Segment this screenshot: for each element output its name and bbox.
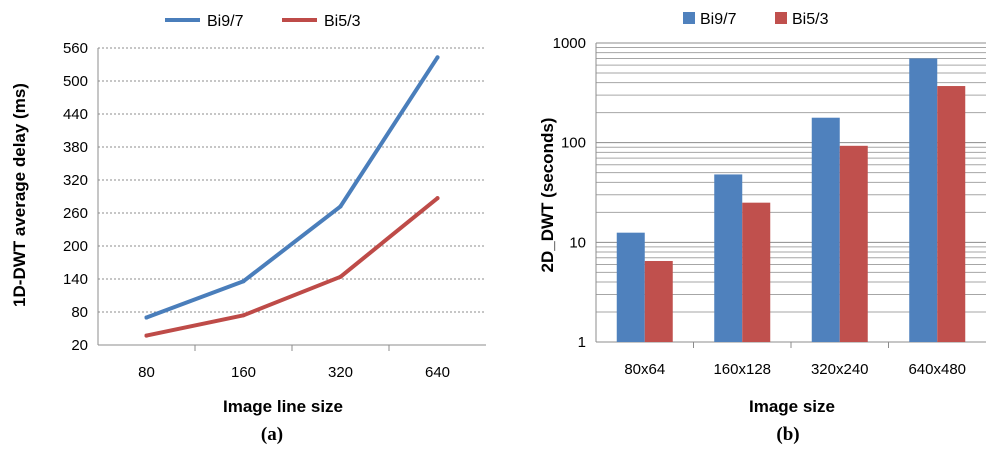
bars-b (616, 58, 966, 343)
data-point-bi9-7 (241, 279, 246, 284)
bar-bi5-3-80x64 (644, 260, 673, 342)
x-tick-label-a: 80 (138, 364, 155, 381)
legend-a-label-bi97: Bi9/7 (207, 13, 244, 30)
data-point-bi9-7 (338, 204, 343, 209)
y-ticks-b: 1 10 100 1000 (553, 35, 586, 351)
y-tick-label-a: 140 (63, 271, 88, 288)
grid-a (97, 47, 486, 351)
data-point-bi5-3 (144, 333, 149, 338)
series-line-bi9-7 (144, 55, 440, 320)
panel-label-b: (b) (776, 424, 799, 445)
bar-bi5-3-640x480 (937, 86, 966, 343)
bar-bi5-3-320x240 (839, 145, 868, 342)
x-tick-label-b: 640x480 (908, 361, 966, 378)
y-tick-label-a: 260 (63, 205, 88, 222)
data-point-bi5-3 (241, 313, 246, 318)
legend-a: Bi9/7 Bi5/3 (165, 13, 361, 30)
bar-bi9-7-80x64 (616, 232, 645, 342)
x-ticks-b: 80x64 160x128 320x240 640x480 (624, 361, 966, 378)
y-axis-title-a: 1D-DWT average delay (ms) (10, 83, 29, 307)
y-axis-title-b: 2D_DWT (seconds) (538, 118, 557, 273)
y-tick-label-a: 80 (71, 304, 88, 321)
y-tick-label-a: 380 (63, 139, 88, 156)
bar-bi9-7-320x240 (811, 117, 840, 343)
y-tick-label-a: 440 (63, 106, 88, 123)
x-tick-label-b: 160x128 (713, 361, 771, 378)
legend-b-label-bi97: Bi9/7 (700, 11, 737, 28)
y-tick-label-a: 320 (63, 172, 88, 189)
chart-b: Bi9/7 Bi5/3 1 10 100 1000 80x64 160x128 320x2… (538, 11, 986, 445)
panel-label-a: (a) (261, 424, 283, 445)
x-tick-label-a: 640 (425, 364, 450, 381)
data-point-bi9-7 (144, 315, 149, 320)
data-point-bi5-3 (338, 274, 343, 279)
y-tick-label-a: 200 (63, 238, 88, 255)
legend-a-label-bi53: Bi5/3 (324, 13, 361, 30)
y-tick-label-a: 560 (63, 40, 88, 57)
bar-bi9-7-160x128 (714, 174, 743, 342)
series-line-bi5-3 (144, 196, 440, 338)
y-ticks-a: 20 80 140 200 260 320 380 440 500 560 (63, 40, 88, 354)
bar-bi5-3-160x128 (742, 202, 771, 342)
x-tick-label-b: 320x240 (811, 361, 869, 378)
legend-b: Bi9/7 Bi5/3 (683, 11, 829, 28)
legend-b-swatch-bi53 (775, 12, 787, 24)
x-ticks-a: 80 160 320 640 (138, 364, 450, 381)
x-tick-label-b: 80x64 (624, 361, 665, 378)
x-tick-label-a: 160 (231, 364, 256, 381)
y-tick-label-b: 10 (569, 234, 586, 251)
chart-a: Bi9/7 Bi5/3 20 80 140 200 260 320 380 440 500 560… (10, 13, 486, 445)
y-tick-label-a: 20 (71, 337, 88, 354)
data-point-bi9-7 (435, 55, 440, 60)
x-axis-title-b: Image size (749, 397, 835, 416)
legend-b-swatch-bi97 (683, 12, 695, 24)
y-tick-label-b: 100 (561, 135, 586, 152)
series-lines-a (144, 55, 440, 338)
x-axis-title-a: Image line size (223, 397, 343, 416)
bar-bi9-7-640x480 (909, 58, 938, 342)
y-tick-label-a: 500 (63, 73, 88, 90)
x-tick-label-a: 320 (328, 364, 353, 381)
legend-b-label-bi53: Bi5/3 (792, 11, 829, 28)
y-tick-label-b: 1 (578, 334, 586, 351)
y-tick-label-b: 1000 (553, 35, 586, 52)
data-point-bi5-3 (435, 196, 440, 201)
